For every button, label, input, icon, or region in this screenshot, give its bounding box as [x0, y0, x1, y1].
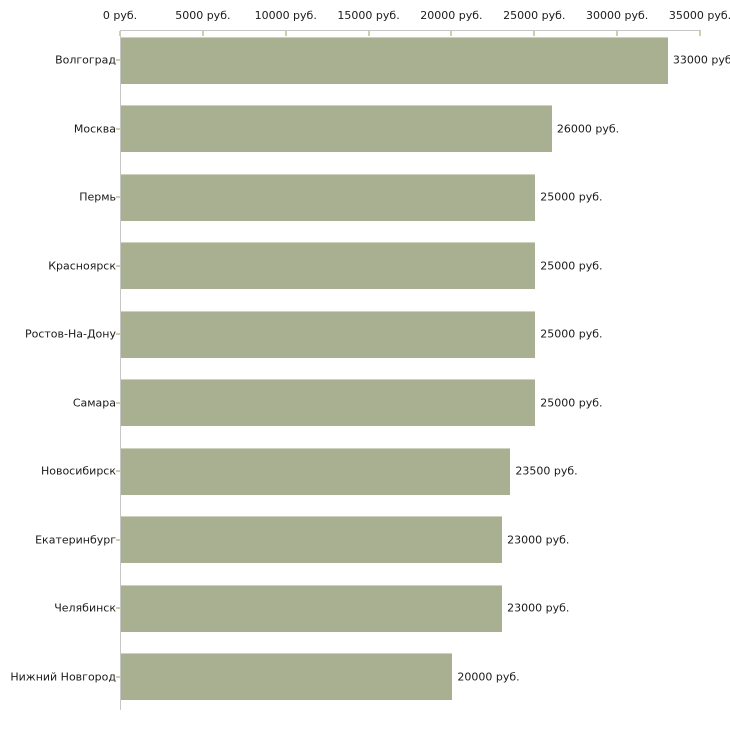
category-label: Нижний Новгород	[10, 670, 116, 683]
y-axis-tick	[116, 264, 120, 267]
y-axis-tick	[116, 470, 120, 472]
x-axis-tick	[533, 31, 536, 36]
x-axis-tick-label: 5000 руб.	[175, 9, 231, 22]
x-axis-tick	[119, 31, 121, 36]
x-axis-tick-label: 10000 руб.	[254, 9, 317, 22]
bar	[121, 173, 536, 221]
x-axis-tick	[699, 31, 701, 36]
bar	[121, 36, 668, 84]
x-axis-tick	[450, 31, 453, 36]
x-axis-tick	[201, 31, 204, 36]
y-axis-tick	[116, 401, 120, 404]
y-axis-line	[120, 30, 121, 710]
y-axis-tick	[116, 607, 120, 609]
category-label: Пермь	[79, 190, 116, 204]
category-label: Волгоград	[55, 53, 116, 67]
x-axis-tick	[367, 31, 370, 36]
category-label: Екатеринбург	[35, 533, 116, 546]
bar	[121, 310, 536, 358]
category-label: Самара	[72, 396, 116, 409]
y-axis-tick	[116, 127, 120, 130]
x-axis-tick-label: 25000 руб.	[503, 9, 566, 22]
y-axis-tick	[116, 675, 120, 678]
y-axis-tick	[116, 59, 120, 61]
bar	[121, 242, 536, 289]
value-label: 25000 руб.	[540, 327, 603, 341]
x-axis-tick-label: 30000 руб.	[586, 9, 649, 22]
value-label: 23000 руб.	[507, 533, 570, 546]
x-axis-tick-label: 15000 руб.	[337, 9, 400, 22]
value-label: 26000 руб.	[556, 122, 620, 135]
value-label: 25000 руб.	[540, 190, 603, 204]
bar	[121, 105, 552, 152]
category-label: Челябинск	[54, 601, 116, 615]
category-label: Новосибирск	[40, 464, 116, 478]
value-label: 20000 руб.	[457, 670, 520, 683]
x-axis-tick-label: 0 руб.	[102, 9, 138, 22]
value-label: 23500 руб.	[515, 464, 578, 478]
y-axis-tick	[116, 196, 120, 198]
category-label: Ростов-На-Дону	[24, 327, 116, 341]
bar	[121, 584, 503, 632]
bar	[121, 379, 536, 426]
x-axis-tick-label: 20000 руб.	[420, 9, 483, 22]
bar	[121, 516, 503, 563]
y-axis-tick	[116, 333, 120, 335]
value-label: 25000 руб.	[540, 259, 603, 272]
y-axis-tick	[116, 538, 120, 541]
x-axis-tick-label: 35000 руб.	[668, 9, 730, 22]
bar	[121, 447, 511, 495]
bar	[121, 653, 453, 700]
x-axis-tick	[284, 31, 287, 36]
value-label: 23000 руб.	[507, 601, 570, 615]
category-label: Москва	[73, 122, 116, 135]
value-label: 25000 руб.	[540, 396, 603, 409]
x-axis-line	[120, 30, 701, 31]
category-label: Красноярск	[48, 259, 116, 272]
value-label: 33000 руб	[672, 53, 730, 67]
x-axis-tick	[616, 31, 619, 36]
